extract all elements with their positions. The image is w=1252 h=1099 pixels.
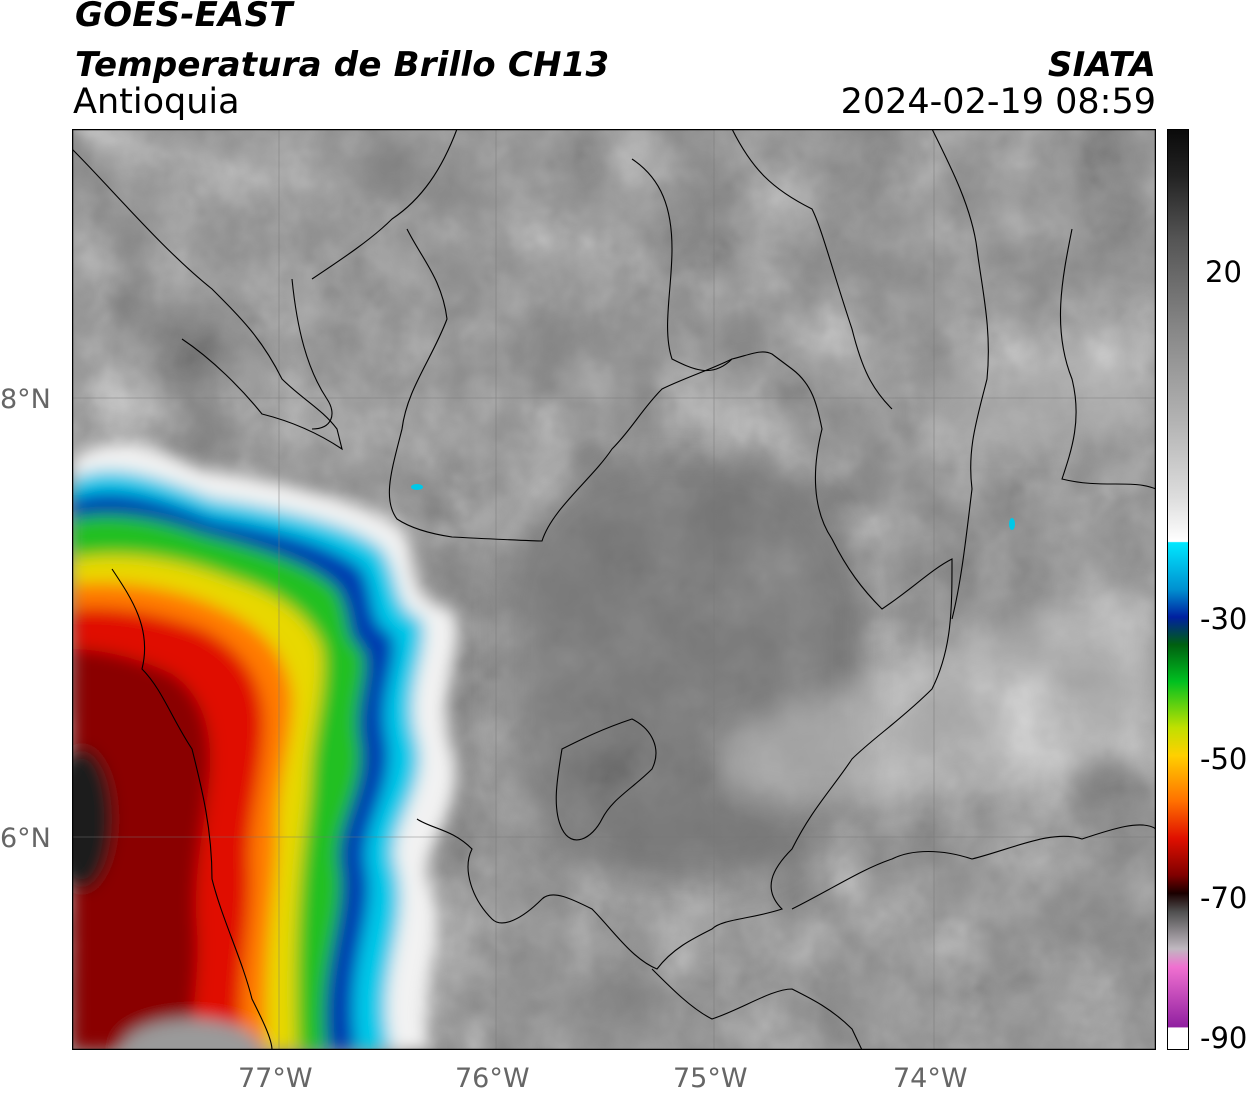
- datetime-label: 2024-02-19 08:59: [840, 82, 1156, 122]
- colorbar-tick-label: -50: [1200, 742, 1248, 776]
- colorbar-tick-label: -30: [1200, 602, 1248, 636]
- west-coast-detail: [111, 568, 273, 1050]
- title-line-1: GOES-EAST: [75, 0, 293, 35]
- map-frame: [72, 129, 1156, 1050]
- boundary-lines: [72, 129, 1156, 1050]
- lat-tick-label: 8°N: [0, 384, 51, 415]
- lon-tick-label: 76°W: [455, 1063, 530, 1094]
- antioquia-border: [388, 228, 953, 970]
- source-label: SIATA: [1047, 45, 1156, 85]
- satellite-map: [72, 129, 1156, 1050]
- central-dark-region: [502, 459, 862, 879]
- colorbar-tick-label: -70: [1200, 881, 1248, 915]
- municipality-shape: [555, 718, 657, 841]
- department-border-east: [931, 129, 989, 620]
- department-border-north: [631, 158, 733, 372]
- title-line-2: Temperatura de Brillo CH13: [75, 45, 610, 85]
- lon-tick-label: 77°W: [238, 1063, 313, 1094]
- grid-lines: [72, 129, 1156, 1050]
- warm-cloud-band-north: [922, 299, 1156, 453]
- lat-tick-label: 6°N: [0, 823, 51, 854]
- storm-dark-red-core: [72, 649, 211, 1050]
- colorbar-tick-label: -90: [1200, 1021, 1248, 1055]
- storm-black-core: [72, 749, 112, 889]
- colorbar-tick-label: 20: [1205, 255, 1242, 289]
- caribbean-coast: [311, 129, 458, 280]
- department-border-south: [651, 968, 863, 1050]
- colorbar: [1167, 129, 1189, 1050]
- gulf-coast-east: [291, 278, 333, 430]
- department-border-ne: [731, 129, 893, 410]
- lon-tick-label: 74°W: [893, 1063, 968, 1094]
- colorbar-gradient: [1167, 129, 1189, 1050]
- colorbar-frame: [1167, 129, 1189, 1050]
- warm-cloud-band: [722, 589, 1156, 806]
- storm-gray-core: [122, 1019, 262, 1050]
- lon-tick-label: 75°W: [673, 1063, 748, 1094]
- department-border-far-east: [1059, 228, 1156, 490]
- small-cold-spots: [411, 484, 1015, 530]
- coastline: [72, 148, 343, 451]
- convective-storm-system: [72, 443, 458, 1050]
- region-label: Antioquia: [73, 82, 240, 122]
- department-border-southeast: [791, 824, 1156, 910]
